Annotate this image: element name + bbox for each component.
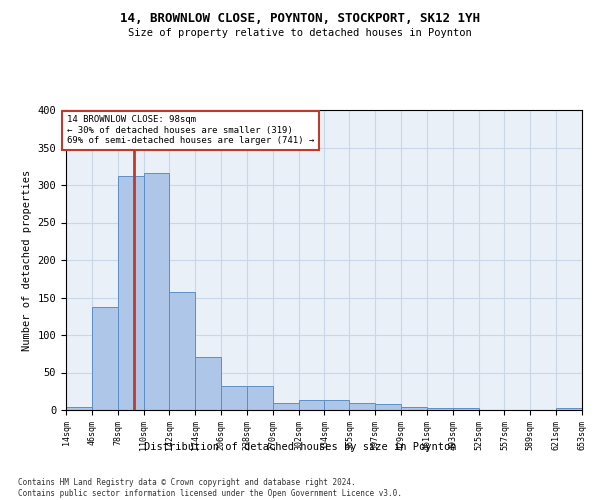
Bar — [325, 400, 349, 410]
Bar — [375, 404, 401, 410]
Bar — [92, 307, 118, 410]
Bar — [66, 407, 92, 410]
Bar — [247, 386, 273, 410]
Bar — [401, 407, 427, 410]
Text: 14 BROWNLOW CLOSE: 98sqm
← 30% of detached houses are smaller (319)
69% of semi-: 14 BROWNLOW CLOSE: 98sqm ← 30% of detach… — [67, 116, 314, 145]
Text: Contains HM Land Registry data © Crown copyright and database right 2024.
Contai: Contains HM Land Registry data © Crown c… — [18, 478, 402, 498]
Bar — [453, 408, 479, 410]
Text: Distribution of detached houses by size in Poynton: Distribution of detached houses by size … — [144, 442, 456, 452]
Bar — [299, 400, 325, 410]
Bar — [221, 386, 247, 410]
Bar — [349, 402, 375, 410]
Y-axis label: Number of detached properties: Number of detached properties — [22, 170, 32, 350]
Bar — [556, 408, 582, 410]
Bar — [143, 173, 169, 410]
Bar — [169, 292, 195, 410]
Bar — [118, 176, 143, 410]
Bar — [273, 402, 299, 410]
Text: Size of property relative to detached houses in Poynton: Size of property relative to detached ho… — [128, 28, 472, 38]
Text: 14, BROWNLOW CLOSE, POYNTON, STOCKPORT, SK12 1YH: 14, BROWNLOW CLOSE, POYNTON, STOCKPORT, … — [120, 12, 480, 26]
Bar — [195, 357, 221, 410]
Bar — [427, 408, 453, 410]
